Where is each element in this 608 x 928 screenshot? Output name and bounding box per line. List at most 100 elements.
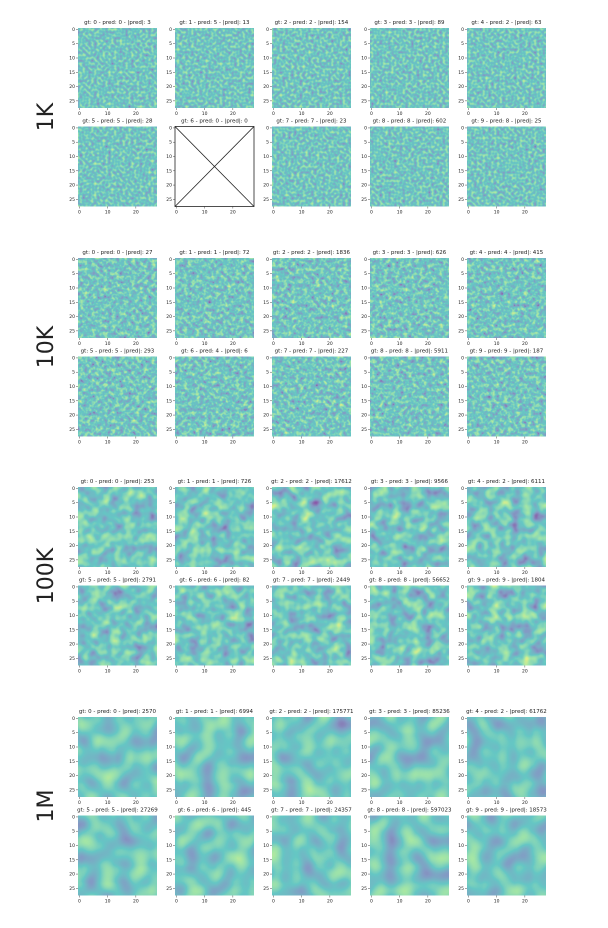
x-tick-label: 20: [522, 669, 528, 675]
x-tick-label: 0: [78, 341, 81, 347]
x-tick-label: 20: [133, 669, 139, 675]
y-tick-label: 0: [72, 27, 75, 33]
y-tick-label: 25: [263, 886, 269, 892]
x-tick-label: 0: [175, 111, 178, 117]
y-tick-label: 5: [266, 271, 269, 277]
y-tick-label: 15: [361, 300, 367, 306]
y-tick-label: 0: [266, 257, 269, 263]
y-tick-label: 20: [69, 183, 75, 189]
y-tick-label: 25: [166, 787, 172, 793]
x-tick-label: 0: [370, 111, 373, 117]
x-tick-label: 10: [397, 570, 403, 576]
y-tick-label: 5: [461, 271, 464, 277]
cross: [174, 126, 255, 207]
y-tick-label: 20: [69, 314, 75, 320]
y-tick-label: 25: [458, 427, 464, 433]
panel-title: gt: 9 - pred: 9 - |pred|: 187: [470, 349, 544, 355]
y-tick-label: 15: [69, 857, 75, 863]
panel-title: gt: 5 - pred: 5 - |pred|: 27269: [77, 808, 158, 814]
x-tick-label: 20: [133, 899, 139, 905]
x-tick-label: 0: [272, 669, 275, 675]
panel-title: gt: 4 - pred: 4 - |pred|: 415: [470, 250, 544, 256]
y-tick-label: 5: [266, 829, 269, 835]
y-tick-label: 25: [458, 328, 464, 334]
y-tick-label: 0: [364, 27, 367, 33]
y-tick-label: 5: [364, 599, 367, 605]
x-tick-label: 0: [272, 111, 275, 117]
image: [370, 487, 449, 567]
x-tick-label: 20: [425, 210, 431, 216]
y-tick-label: 25: [263, 197, 269, 203]
y-tick-label: 20: [166, 642, 172, 648]
image: [272, 585, 351, 666]
panel-title: gt: 8 - pred: 8 - |pred|: 56652: [369, 578, 450, 584]
x-tick-label: 10: [397, 899, 403, 905]
y-tick-label: 20: [458, 314, 464, 320]
x-tick-label: 10: [202, 669, 208, 675]
y-tick-label: 10: [361, 843, 367, 849]
y-tick-label: 5: [72, 271, 75, 277]
y-tick-label: 5: [364, 140, 367, 146]
image: [78, 356, 157, 437]
image: [272, 356, 351, 437]
x-tick-label: 20: [425, 570, 431, 576]
y-tick-label: 10: [166, 515, 172, 521]
y-tick-label: 15: [166, 759, 172, 765]
y-tick-label: 10: [263, 843, 269, 849]
panel-title: gt: 7 - pred: 7 - |pred|: 24357: [271, 808, 352, 814]
x-tick-label: 0: [467, 341, 470, 347]
y-tick-label: 20: [166, 872, 172, 878]
x-tick-label: 0: [175, 440, 178, 446]
y-tick-label: 10: [458, 843, 464, 849]
group-label: 100K: [34, 547, 59, 604]
y-tick-label: 5: [364, 370, 367, 376]
x-tick-label: 10: [202, 210, 208, 216]
panel-title: gt: 7 - pred: 7 - |pred|: 2449: [273, 578, 351, 584]
y-tick-label: 20: [166, 543, 172, 549]
y-tick-label: 0: [169, 355, 172, 361]
group-label: 1M: [34, 790, 59, 823]
y-tick-label: 15: [69, 529, 75, 535]
y-tick-label: 20: [263, 84, 269, 90]
y-tick-label: 15: [69, 168, 75, 174]
x-tick-label: 10: [494, 800, 500, 806]
x-tick-label: 10: [397, 210, 403, 216]
x-tick-label: 0: [467, 111, 470, 117]
y-tick-label: 25: [361, 197, 367, 203]
y-tick-label: 15: [69, 70, 75, 76]
y-tick-label: 0: [169, 814, 172, 820]
y-tick-label: 0: [266, 125, 269, 131]
y-tick-label: 20: [361, 872, 367, 878]
y-tick-label: 0: [266, 716, 269, 722]
panel-title: gt: 6 - pred: 6 - |pred|: 82: [179, 578, 249, 584]
image: [272, 717, 351, 797]
y-tick-label: 25: [263, 787, 269, 793]
panel-title: gt: 0 - pred: 0 - |pred|: 2570: [79, 709, 157, 715]
x-tick-label: 0: [370, 210, 373, 216]
image: [370, 815, 449, 896]
y-tick-label: 25: [361, 787, 367, 793]
panel-title: gt: 2 - pred: 2 - |pred|: 17612: [271, 479, 352, 485]
x-tick-label: 20: [133, 210, 139, 216]
y-tick-label: 10: [69, 745, 75, 751]
panel-title: gt: 2 - pred: 2 - |pred|: 175771: [269, 709, 353, 715]
y-tick-label: 25: [263, 98, 269, 104]
y-tick-label: 5: [266, 599, 269, 605]
y-tick-label: 0: [461, 814, 464, 820]
x-tick-label: 10: [299, 341, 305, 347]
x-tick-label: 20: [230, 669, 236, 675]
y-tick-label: 20: [263, 314, 269, 320]
x-tick-label: 20: [230, 570, 236, 576]
panel-title: gt: 9 - pred: 8 - |pred|: 25: [471, 119, 542, 125]
y-tick-label: 20: [69, 84, 75, 90]
y-tick-label: 5: [461, 500, 464, 506]
y-tick-label: 15: [263, 857, 269, 863]
y-tick-label: 15: [458, 70, 464, 76]
y-tick-label: 0: [266, 486, 269, 492]
y-tick-label: 25: [263, 328, 269, 334]
y-tick-label: 5: [72, 370, 75, 376]
y-tick-label: 15: [263, 759, 269, 765]
y-tick-label: 20: [458, 642, 464, 648]
y-tick-label: 20: [69, 413, 75, 419]
y-tick-label: 15: [361, 857, 367, 863]
